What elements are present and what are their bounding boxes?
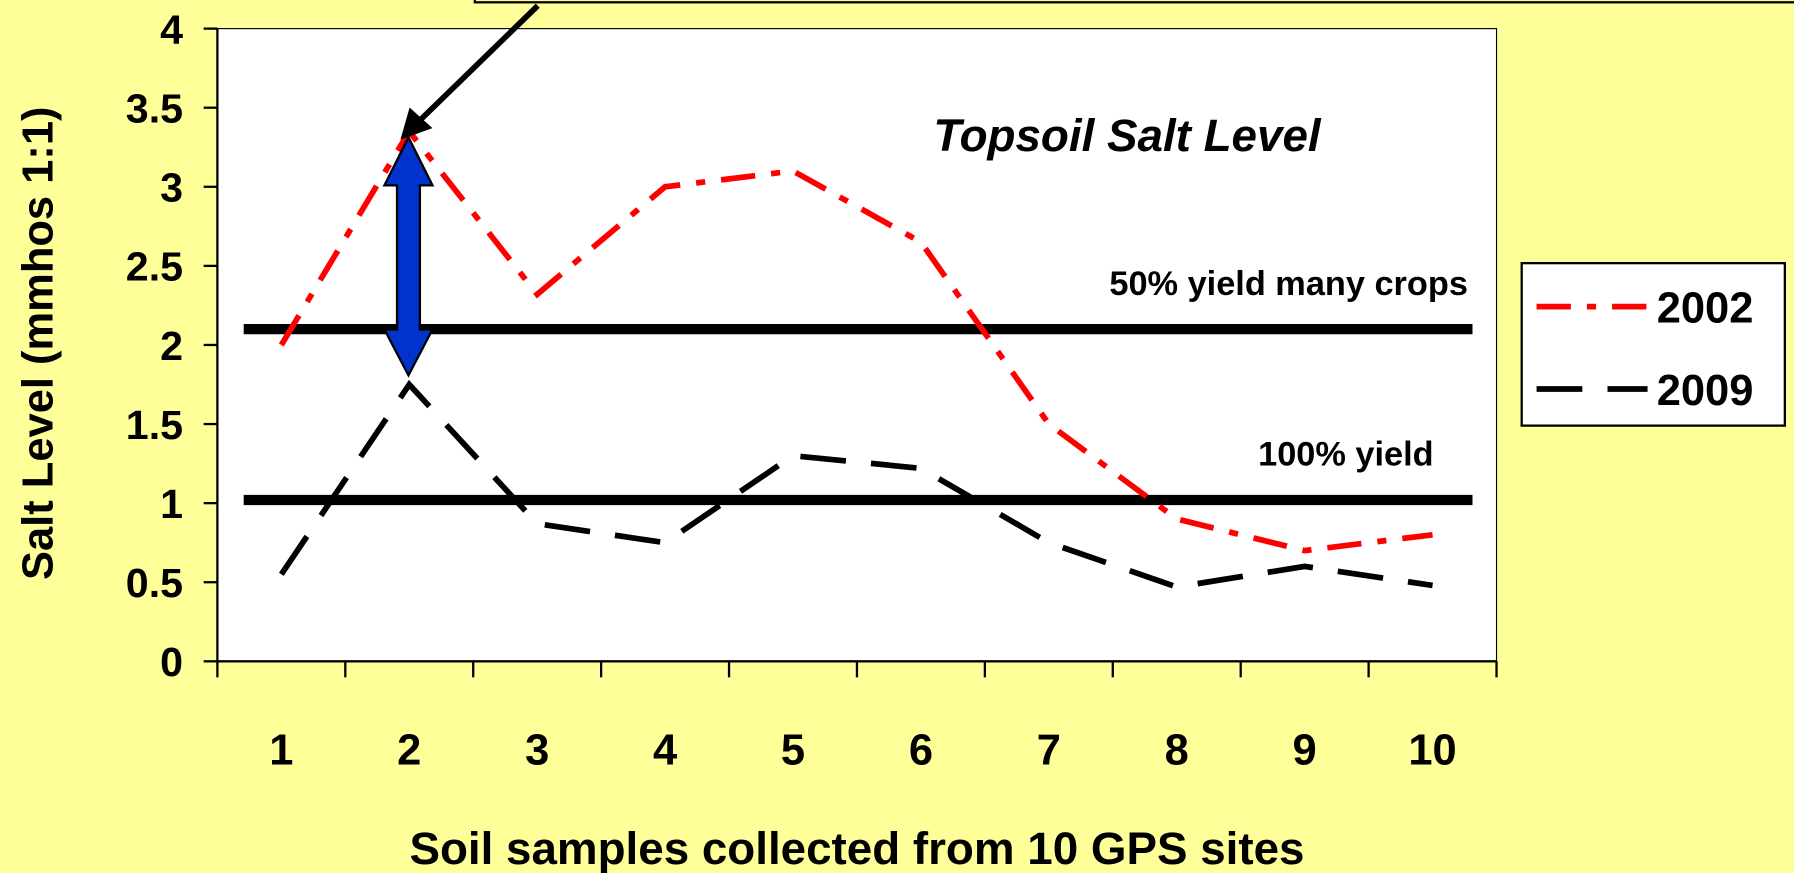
y-axis-title: Salt Level (mmhos 1:1) bbox=[15, 107, 63, 580]
x-axis-title: Soil samples collected from 10 GPS sites bbox=[409, 823, 1304, 873]
series-line bbox=[278, 126, 1433, 554]
x-tick-label: 4 bbox=[653, 726, 677, 774]
series-line bbox=[278, 379, 1433, 590]
pointer-arrow-head bbox=[400, 107, 433, 140]
x-tick-label: 10 bbox=[1408, 726, 1456, 774]
y-tick-label: 1.5 bbox=[126, 402, 183, 448]
double-arrow bbox=[382, 134, 435, 378]
y-tick-label: 3.5 bbox=[126, 86, 183, 132]
y-tick-label: 0 bbox=[160, 639, 183, 685]
pointer-arrow bbox=[412, 3, 540, 128]
x-tick-label: 1 bbox=[269, 726, 293, 774]
x-tick-label: 3 bbox=[525, 726, 549, 774]
x-tick-label: 7 bbox=[1037, 726, 1061, 774]
x-tick-label: 5 bbox=[781, 726, 805, 774]
x-tick-label: 9 bbox=[1293, 726, 1317, 774]
legend-box bbox=[1520, 262, 1786, 427]
y-tick-label: 0.5 bbox=[126, 560, 183, 606]
reference-label: 100% yield bbox=[1258, 436, 1433, 474]
x-tick-label: 2 bbox=[397, 726, 421, 774]
y-tick-label: 1 bbox=[160, 481, 183, 527]
y-tick-label: 2.5 bbox=[126, 244, 183, 290]
legend-label: 2009 bbox=[1657, 367, 1754, 415]
y-tick-label: 4 bbox=[160, 6, 183, 52]
plot-area bbox=[216, 28, 1498, 662]
callout-box bbox=[473, 0, 1794, 4]
y-tick-label: 2 bbox=[160, 323, 183, 369]
x-tick-label: 8 bbox=[1165, 726, 1189, 774]
legend-label: 2002 bbox=[1657, 285, 1754, 333]
reference-label: 50% yield many crops bbox=[1109, 265, 1468, 303]
y-tick-label: 3 bbox=[160, 165, 183, 211]
chart-title: Topsoil Salt Level bbox=[933, 110, 1322, 161]
x-tick-label: 6 bbox=[909, 726, 933, 774]
